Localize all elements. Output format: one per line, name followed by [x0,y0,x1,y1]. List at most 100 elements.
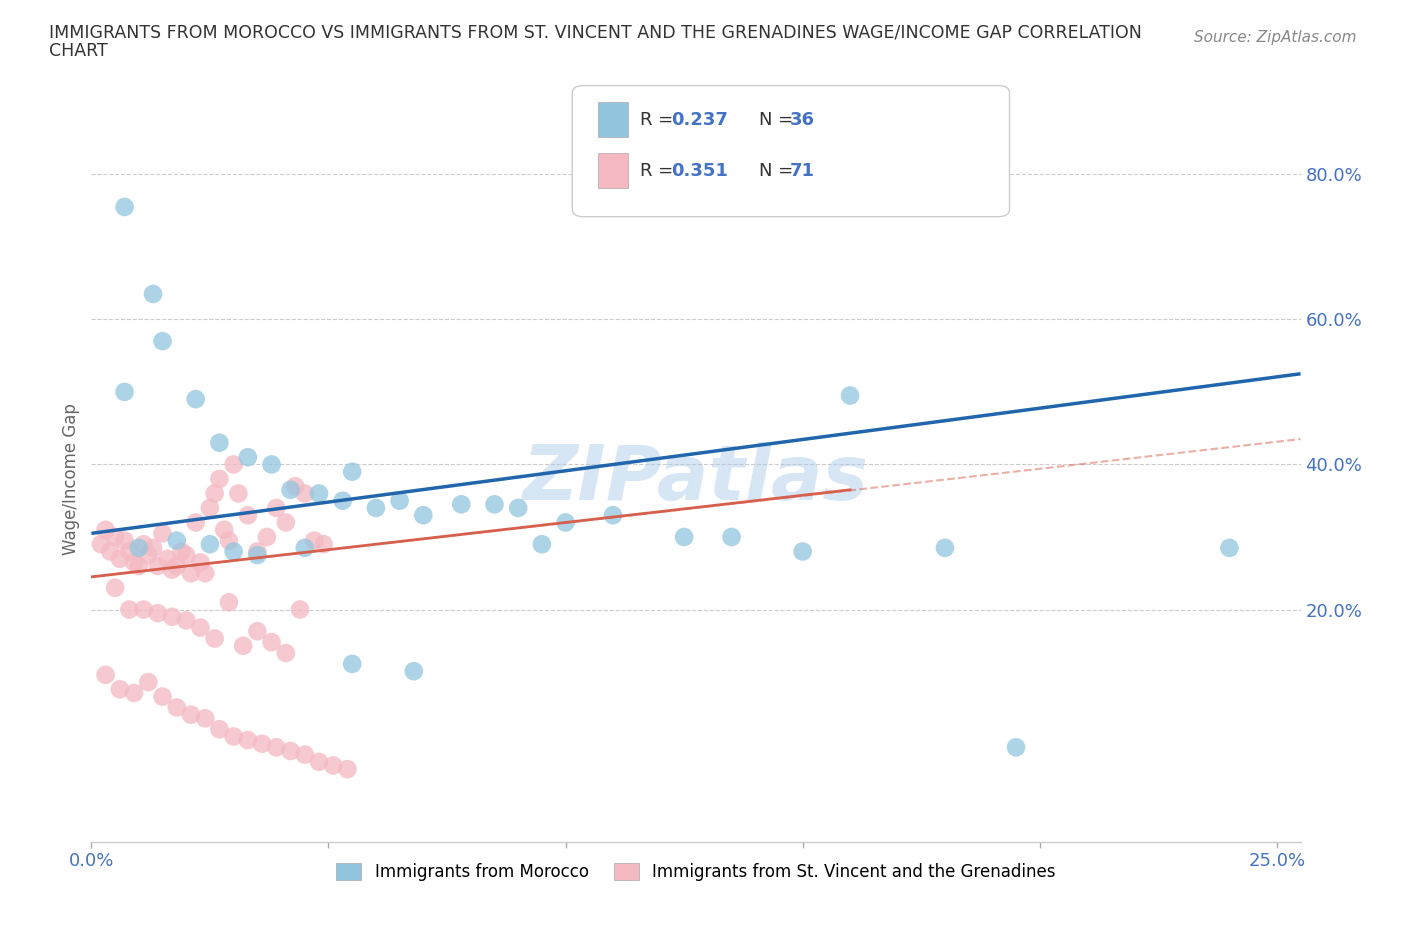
Point [294,540,316,555]
Point [190,620,212,635]
Point [508,500,530,515]
Point [190,555,212,570]
Point [332,493,354,508]
Point [142,540,165,555]
Point [266,740,288,755]
Point [222,729,245,744]
Point [1005,740,1028,755]
Point [232,638,254,653]
Point [94,523,117,538]
Point [222,544,245,559]
Text: ZIPatlas: ZIPatlas [523,442,869,516]
Text: 0.351: 0.351 [671,162,727,179]
Point [156,551,179,566]
Text: R =: R = [640,162,679,179]
Point [218,533,240,548]
Point [204,486,226,501]
Point [122,685,145,700]
Point [364,500,387,515]
Point [484,497,506,512]
Point [174,548,197,563]
Point [114,384,136,399]
Point [118,544,141,559]
Point [208,472,231,486]
Point [530,537,553,551]
Point [340,657,363,671]
Point [146,559,169,574]
Point [450,497,472,512]
Point [132,537,155,551]
Point [132,602,155,617]
Point [184,392,207,406]
Point [98,544,121,559]
Point [128,559,150,574]
Point [792,544,814,559]
Point [114,533,136,548]
Text: CHART: CHART [49,42,108,60]
Point [160,609,183,624]
Point [218,595,240,610]
Point [180,565,202,580]
Point [288,602,311,617]
Point [280,483,302,498]
Point [170,544,193,559]
Point [108,551,131,566]
Point [250,737,273,751]
Point [236,450,259,465]
Point [412,508,434,523]
Point [294,747,316,762]
Point [118,602,141,617]
Point [322,758,344,773]
Point [280,744,302,759]
Point [136,548,159,563]
Point [146,605,169,620]
Point [104,580,127,595]
Point [308,486,330,501]
Point [160,562,183,577]
Point [294,486,316,501]
Point [673,529,696,544]
Point [236,508,259,523]
Point [152,689,174,704]
Point [720,529,742,544]
Point [90,537,112,551]
Point [166,559,188,574]
Point [266,500,288,515]
Text: 0.237: 0.237 [671,111,727,128]
Point [152,334,174,349]
Point [204,631,226,646]
Point [194,565,217,580]
Point [198,500,221,515]
Point [402,664,425,679]
Point [166,700,188,715]
Point [284,479,307,494]
Point [274,645,297,660]
Point [108,682,131,697]
Point [180,708,202,723]
Point [222,457,245,472]
Point [256,529,278,544]
Legend: Immigrants from Morocco, Immigrants from St. Vincent and the Grenadines: Immigrants from Morocco, Immigrants from… [330,857,1062,888]
Point [554,515,576,530]
Point [104,529,127,544]
Point [208,722,231,737]
Point [114,200,136,215]
Point [198,537,221,551]
Point [246,624,269,639]
Text: 36: 36 [790,111,815,128]
Point [122,555,145,570]
Point [246,548,269,563]
Point [260,457,283,472]
Text: 71: 71 [790,162,815,179]
Point [839,388,862,403]
Point [308,754,330,769]
Point [388,493,411,508]
Point [136,674,159,689]
Point [260,635,283,650]
Point [194,711,217,725]
Point [602,508,624,523]
Point [94,668,117,683]
Point [174,613,197,628]
Point [212,523,235,538]
Text: R =: R = [640,111,679,128]
